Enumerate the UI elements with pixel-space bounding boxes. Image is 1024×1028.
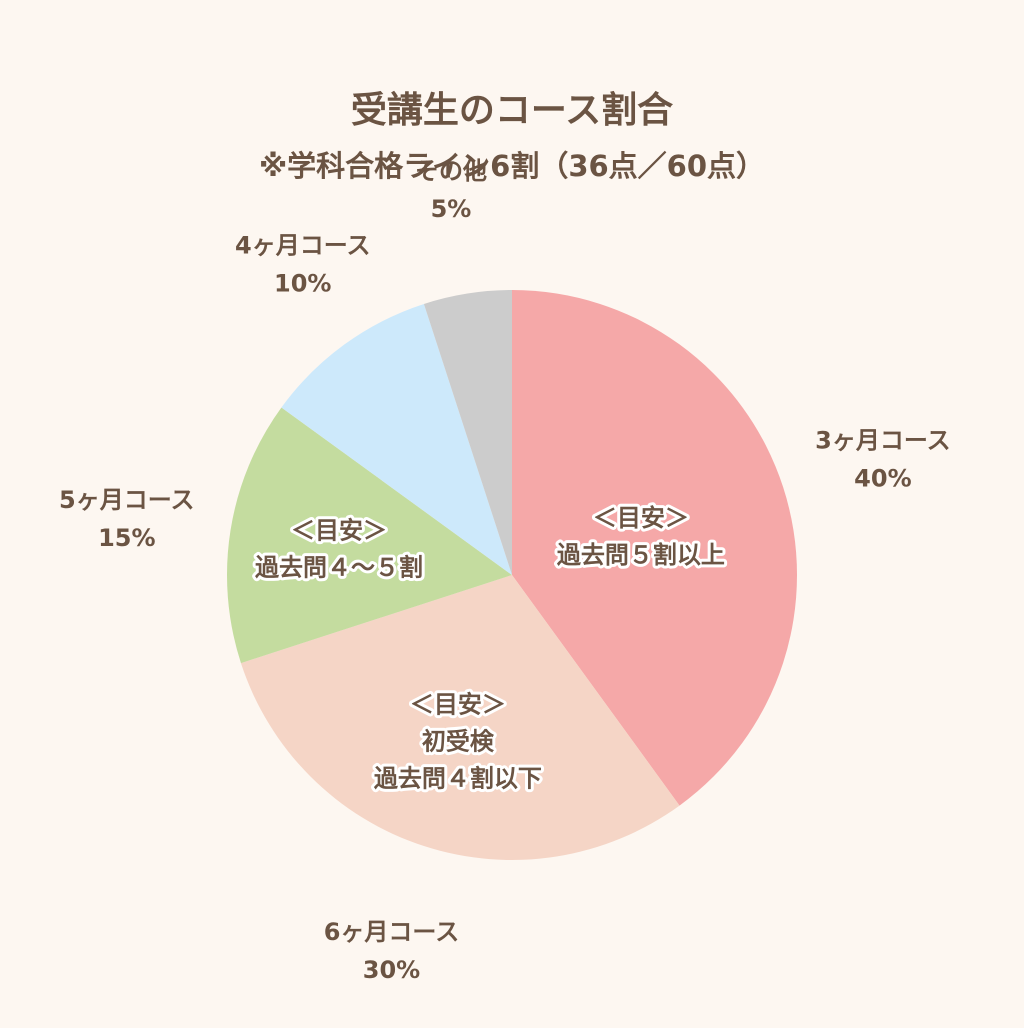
pie-labels: 3ヶ月コース40%＜目安＞過去問５割以上6ヶ月コース30%＜目安＞初受検過去問４… bbox=[59, 157, 951, 984]
chart-title: 受講生のコース割合 bbox=[351, 89, 673, 131]
slice-annotation-5-month-0: ＜目安＞ bbox=[291, 517, 387, 545]
pie-slices bbox=[226, 290, 797, 860]
pie-slice-5-month bbox=[226, 407, 512, 664]
slice-label-6-month: 6ヶ月コース bbox=[324, 918, 460, 946]
slice-annotation-6-month-1: 初受検 bbox=[422, 727, 495, 755]
slice-value-3-month: 40% bbox=[854, 464, 911, 492]
chart-subtitle: ※学科合格ライン6割（36点／60点） bbox=[259, 149, 765, 183]
slice-value-6-month: 30% bbox=[363, 956, 420, 984]
slice-annotation-5-month-1: 過去問４～５割 bbox=[255, 554, 423, 582]
slice-value-4-month: 10% bbox=[274, 269, 331, 297]
slice-label-5-month: 5ヶ月コース bbox=[59, 486, 195, 514]
slice-value-other: 5% bbox=[431, 195, 472, 223]
slice-label-3-month: 3ヶ月コース bbox=[815, 426, 951, 454]
slice-label-4-month: 4ヶ月コース bbox=[235, 231, 371, 259]
slice-value-5-month: 15% bbox=[98, 524, 155, 552]
pie-slice-6-month bbox=[240, 575, 680, 860]
slice-annotation-6-month-0: ＜目安＞ bbox=[410, 690, 506, 718]
pie-slice-4-month bbox=[281, 303, 512, 575]
slice-label-other: その他 bbox=[415, 157, 487, 185]
slice-annotation-3-month-1: 過去問５割以上 bbox=[557, 541, 725, 569]
slice-annotation-3-month-0: ＜目安＞ bbox=[593, 504, 689, 532]
slice-annotation-6-month-2: 過去問４割以下 bbox=[374, 764, 542, 792]
pie-slice-3-month bbox=[512, 290, 797, 806]
pie-slice-other bbox=[423, 290, 512, 575]
